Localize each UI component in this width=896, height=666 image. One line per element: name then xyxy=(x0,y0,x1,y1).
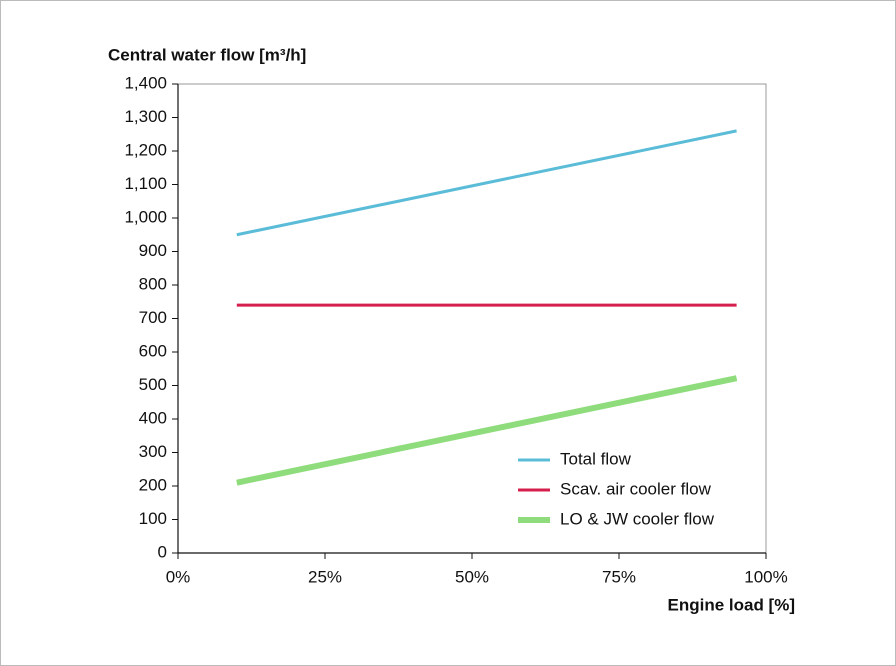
y-tick-label: 0 xyxy=(158,542,167,561)
y-tick-label: 300 xyxy=(139,442,167,461)
y-tick-label: 1,000 xyxy=(124,207,167,226)
y-tick-label: 600 xyxy=(139,341,167,360)
y-tick-label: 100 xyxy=(139,509,167,528)
x-tick-label: 100% xyxy=(744,567,787,586)
y-tick-label: 1,400 xyxy=(124,73,167,92)
x-tick-label: 25% xyxy=(308,567,342,586)
y-axis-title: Central water flow [m³/h] xyxy=(108,45,306,64)
y-tick-label: 400 xyxy=(139,408,167,427)
y-tick-label: 1,300 xyxy=(124,107,167,126)
legend-label: LO & JW cooler flow xyxy=(560,509,715,528)
legend-label: Scav. air cooler flow xyxy=(560,479,712,498)
x-tick-label: 0% xyxy=(166,567,191,586)
y-tick-label: 800 xyxy=(139,274,167,293)
series-line xyxy=(236,129,737,237)
legend-box xyxy=(512,444,758,534)
y-tick-label: 700 xyxy=(139,308,167,327)
y-tick-label: 900 xyxy=(139,241,167,260)
y-tick-label: 500 xyxy=(139,375,167,394)
legend-label: Total flow xyxy=(560,449,632,468)
x-tick-label: 50% xyxy=(455,567,489,586)
series-line xyxy=(236,375,738,486)
x-tick-label: 75% xyxy=(602,567,636,586)
y-tick-label: 200 xyxy=(139,475,167,494)
x-axis-title: Engine load [%] xyxy=(668,595,796,614)
y-tick-label: 1,200 xyxy=(124,140,167,159)
y-tick-label: 1,100 xyxy=(124,174,167,193)
